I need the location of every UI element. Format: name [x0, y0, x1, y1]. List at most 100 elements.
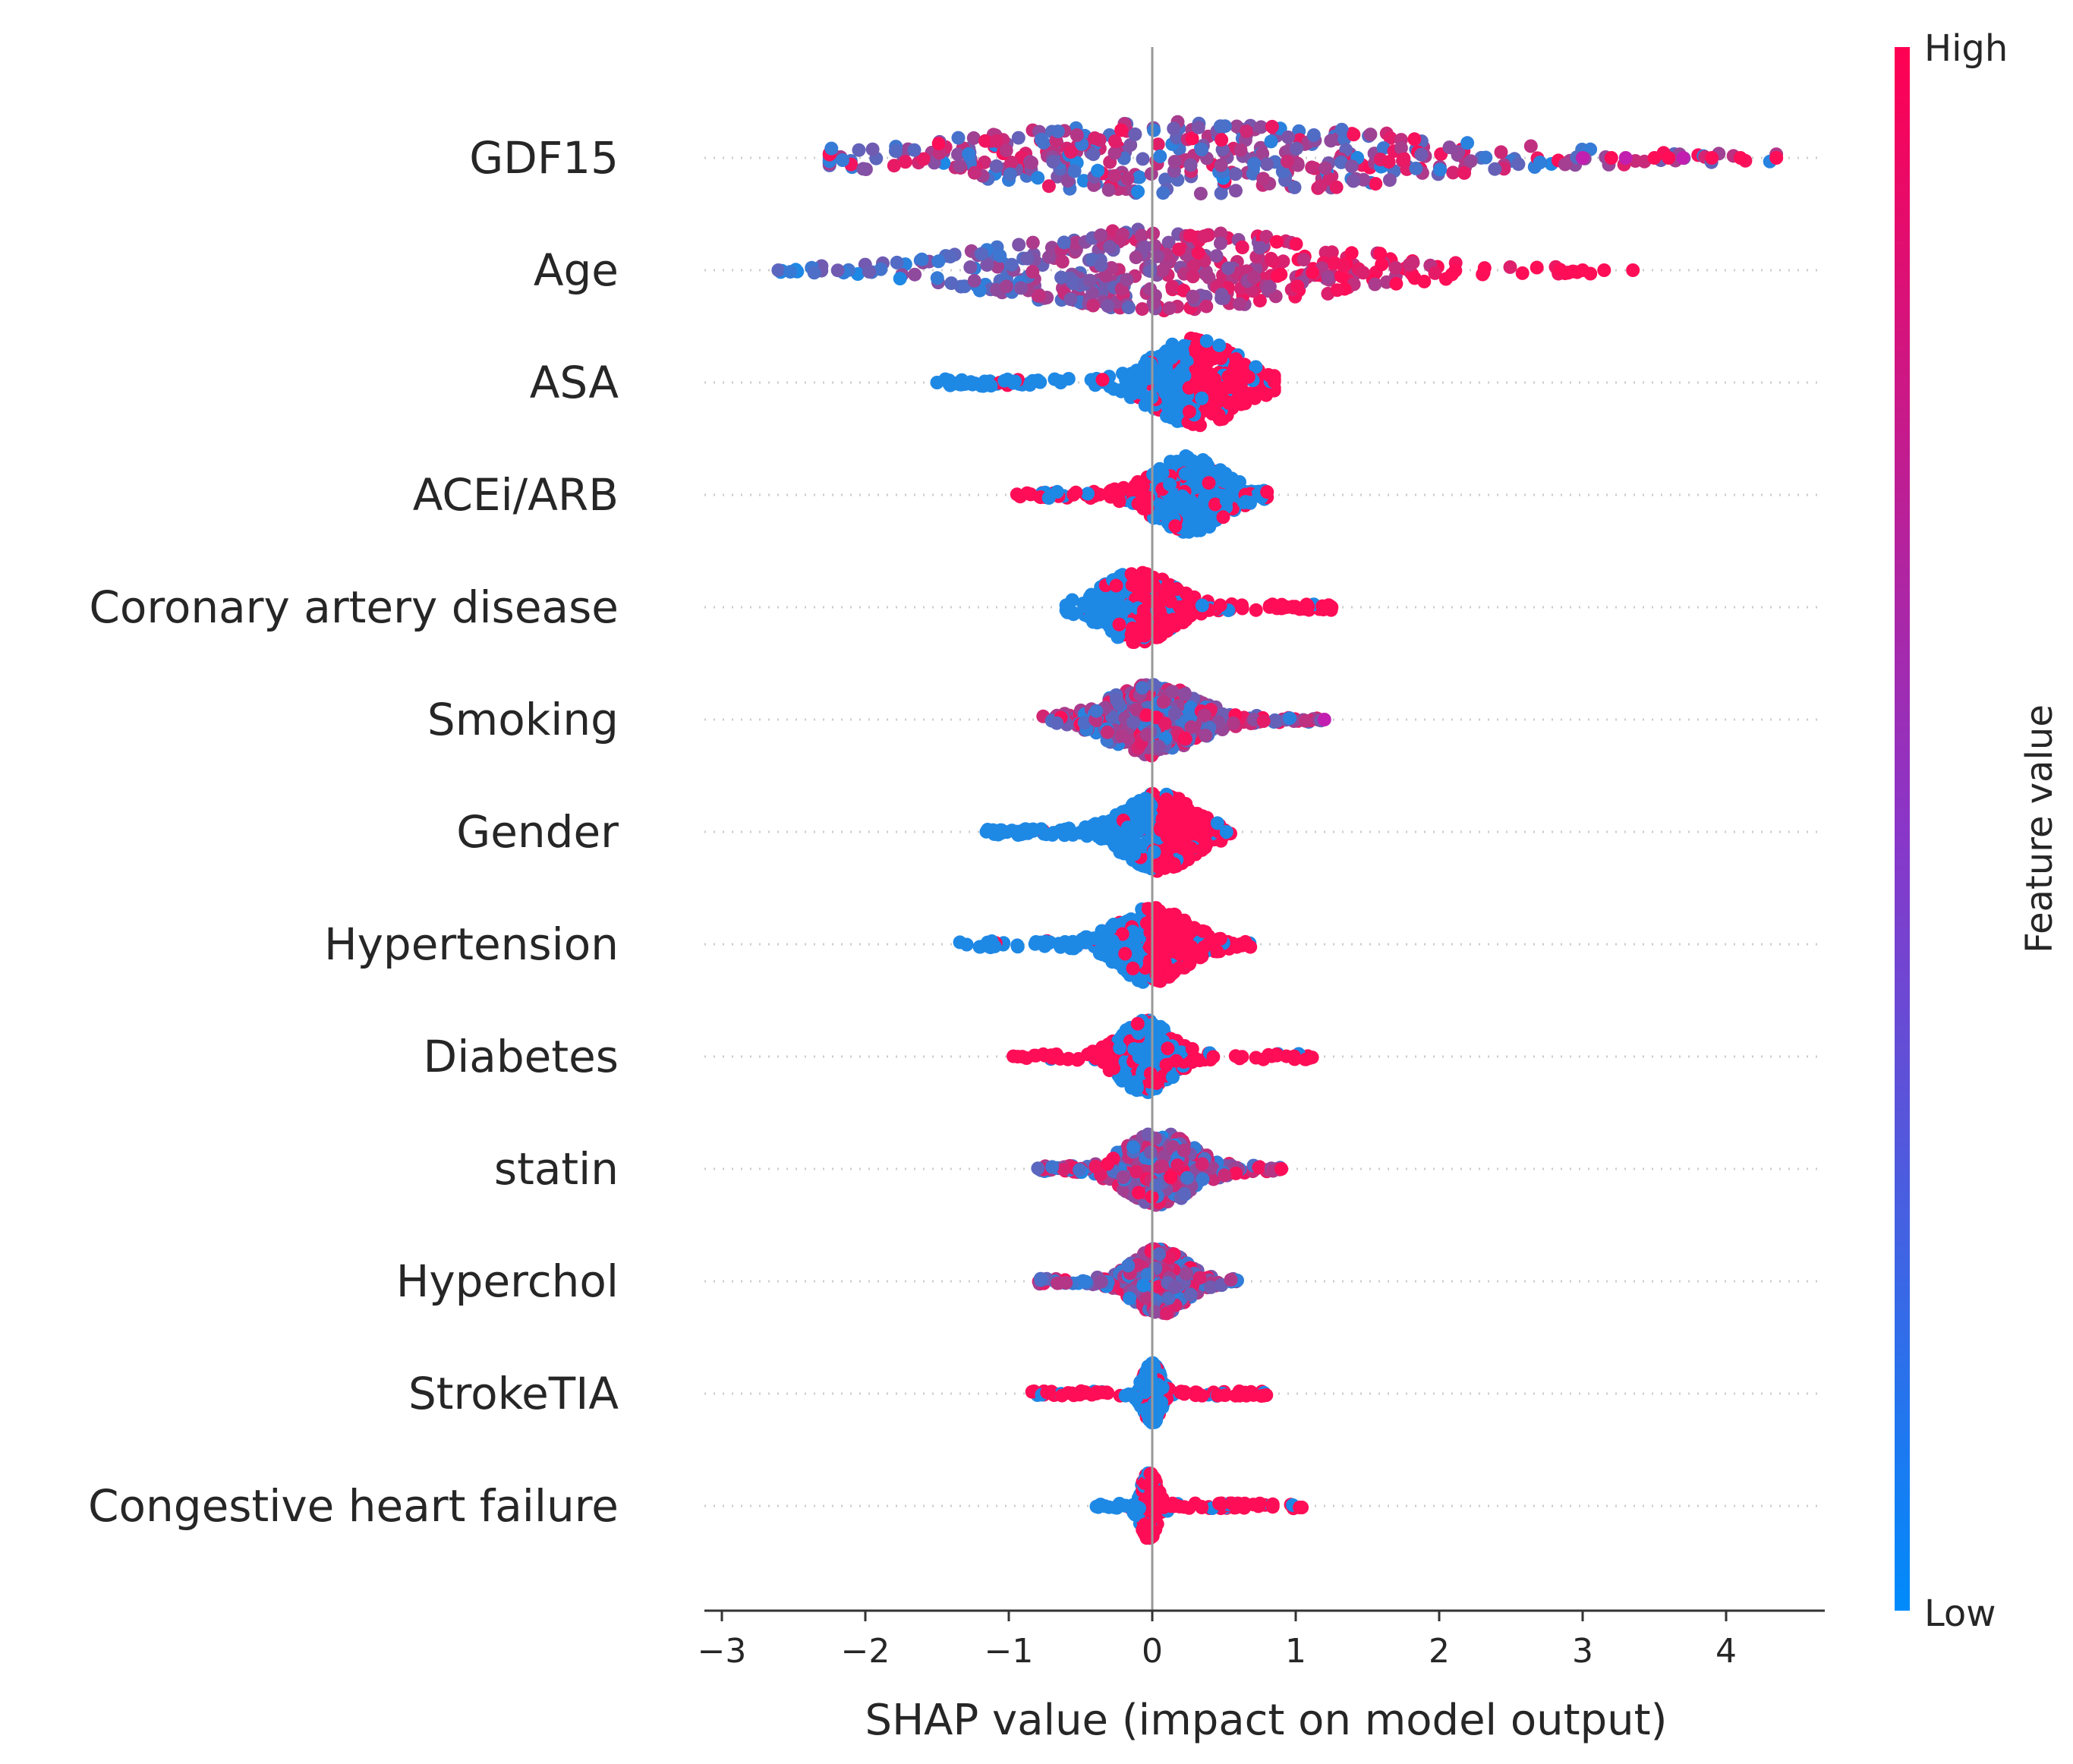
- shap-point: [1287, 1052, 1302, 1066]
- shap-point: [1177, 492, 1192, 506]
- shap-point: [1063, 292, 1078, 307]
- shap-point: [1252, 1161, 1266, 1175]
- shap-point: [1201, 354, 1215, 369]
- shap-point: [1347, 174, 1360, 188]
- shap-point: [1160, 409, 1174, 424]
- shap-point: [1433, 162, 1448, 177]
- shap-point: [931, 254, 946, 269]
- shap-point: [1530, 260, 1544, 275]
- shap-point: [1057, 1162, 1071, 1177]
- shap-point: [1179, 920, 1193, 934]
- shap-point: [1161, 1041, 1175, 1056]
- feature-row-coronary-artery-disease: Coronary artery disease: [89, 565, 1825, 649]
- shap-outlier-point: [1274, 1162, 1289, 1176]
- shap-point: [1177, 687, 1192, 701]
- shap-point: [1024, 156, 1038, 170]
- shap-point: [1213, 931, 1227, 946]
- shap-point: [974, 379, 988, 393]
- shap-point: [1428, 266, 1442, 280]
- shap-point: [1283, 711, 1297, 726]
- feature-points: [1059, 565, 1339, 649]
- shap-point: [1195, 143, 1209, 156]
- shap-point: [978, 134, 992, 148]
- shap-point: [951, 131, 966, 145]
- shap-point: [1023, 487, 1038, 502]
- shap-point: [1313, 178, 1328, 193]
- shap-point: [999, 143, 1013, 158]
- shap-point: [1255, 385, 1269, 399]
- shap-point: [874, 262, 888, 276]
- shap-point: [1409, 161, 1423, 175]
- shap-point: [1121, 1258, 1136, 1273]
- shap-point: [1136, 1278, 1151, 1293]
- shap-point: [1201, 937, 1215, 951]
- shap-point: [1059, 1276, 1073, 1290]
- shap-point: [1011, 131, 1025, 145]
- shap-point: [1247, 270, 1261, 285]
- shap-point: [1126, 715, 1141, 729]
- shap-point: [1155, 627, 1169, 641]
- shap-point: [1164, 963, 1179, 978]
- shap-point: [1014, 281, 1028, 295]
- shap-point: [1101, 725, 1114, 739]
- shap-point: [964, 375, 978, 389]
- shap-point: [999, 279, 1013, 294]
- shap-point: [967, 165, 981, 180]
- shap-point: [1045, 1160, 1060, 1174]
- shap-point: [1034, 1272, 1048, 1287]
- shap-point: [1032, 288, 1046, 303]
- shap-point: [1144, 799, 1158, 812]
- shap-point: [1186, 269, 1200, 284]
- shap-point: [991, 260, 1005, 274]
- shap-outlier-point: [1733, 151, 1747, 165]
- shap-point: [1041, 179, 1056, 194]
- shap-point: [1185, 1041, 1199, 1056]
- shap-point: [1214, 226, 1228, 241]
- shap-point: [1287, 180, 1302, 194]
- shap-point: [1156, 695, 1170, 709]
- shap-point: [1004, 156, 1019, 169]
- shap-point: [1211, 395, 1225, 409]
- shap-point: [1246, 166, 1260, 181]
- shap-point: [1275, 165, 1290, 179]
- shap-point: [1262, 368, 1277, 383]
- shap-point: [1132, 1186, 1145, 1200]
- shap-point: [1373, 247, 1388, 261]
- shap-point: [830, 263, 845, 278]
- shap-point: [1105, 947, 1120, 962]
- feature-points: [1036, 678, 1331, 763]
- shap-point: [1051, 124, 1065, 139]
- shap-point: [1178, 731, 1192, 745]
- shap-point: [783, 265, 798, 279]
- shap-point: [1180, 505, 1194, 519]
- shap-point: [1446, 165, 1460, 180]
- shap-point: [1321, 270, 1335, 285]
- shap-point: [1133, 170, 1147, 184]
- shap-point: [1324, 134, 1338, 148]
- shap-point: [1010, 938, 1025, 953]
- feature-label: Age: [534, 244, 619, 296]
- shap-point: [1164, 921, 1178, 935]
- shap-point: [1170, 455, 1185, 469]
- shap-point: [1177, 1143, 1191, 1158]
- shap-point: [1159, 364, 1173, 378]
- shap-point: [1159, 792, 1174, 807]
- shap-point: [1195, 1388, 1209, 1403]
- shap-point: [1460, 136, 1475, 150]
- shap-point: [1031, 171, 1045, 185]
- shap-point: [1388, 260, 1403, 275]
- shap-point: [1389, 276, 1404, 291]
- shap-point: [1249, 360, 1263, 374]
- feature-label: Coronary artery disease: [89, 581, 619, 633]
- shap-point: [1079, 1274, 1093, 1289]
- shap-point: [1191, 246, 1205, 260]
- shap-point: [1165, 685, 1180, 699]
- shap-point: [1329, 180, 1344, 194]
- shap-point: [1070, 128, 1084, 142]
- shap-point: [1143, 925, 1158, 939]
- shap-outlier-point: [1317, 713, 1331, 726]
- shap-point: [1155, 263, 1170, 278]
- shap-point: [1264, 251, 1278, 266]
- shap-point: [1168, 519, 1183, 534]
